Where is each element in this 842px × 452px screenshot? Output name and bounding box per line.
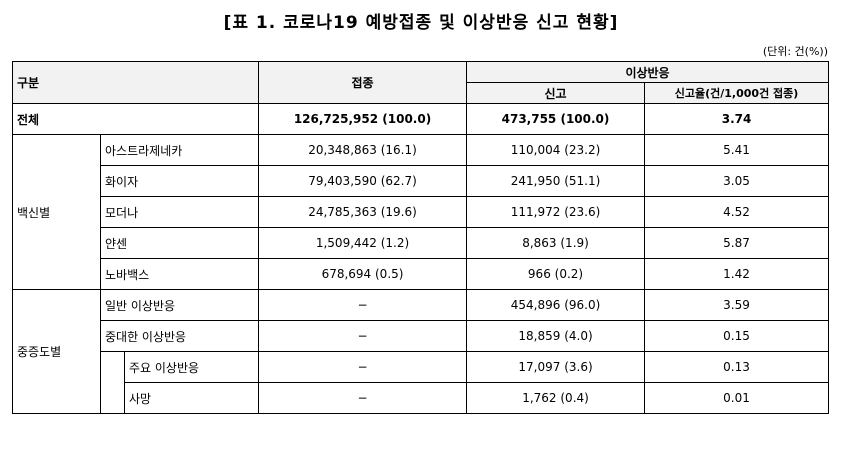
cell-report: 241,950 (51.1) [466,165,646,197]
header-adverse: 이상반응 [466,61,830,83]
table-row: 전체 126,725,952 (100.0) 473,755 (100.0) 3… [11,103,830,135]
table-row: 백신별 아스트라제네카 20,348,863 (16.1) 110,004 (2… [12,134,830,290]
table-row: 중대한 이상반응 − 18,859 (4.0) 0.15 [13,320,830,352]
table-row: 중증도별 일반 이상반응 − 454,896 (96.0) 3.59 [12,289,830,414]
cell-rate: 5.87 [644,227,830,259]
table-row: 사망 − 1,762 (0.4) 0.01 [13,382,830,414]
cell-report: 8,863 (1.9) [466,227,646,259]
cell-report: 454,896 (96.0) [466,289,646,321]
cell-rate: 3.05 [644,165,830,197]
cell-vaccination: 1,509,442 (1.2) [258,227,468,259]
cell-rate: 0.13 [644,351,830,383]
row-label: 화이자 [99,165,260,197]
cell-rate: 1.42 [644,258,830,290]
cell-rate: 4.52 [644,196,830,228]
table-row: 주요 이상반응 − 17,097 (3.6) 0.13 [13,351,830,414]
cell-rate: 0.01 [644,382,830,414]
header-category: 구분 [11,61,260,104]
table-row: 노바백스 678,694 (0.5) 966 (0.2) 1.42 [13,258,830,290]
row-label: 얀센 [99,227,260,259]
cell-vaccination: − [258,351,468,383]
header-report: 신고 [466,82,646,104]
unit-note: (단위: 건(%)) [762,45,828,58]
cell-report: 1,762 (0.4) [466,382,646,414]
row-label: 노바백스 [99,258,260,290]
table-title: [표 1. 코로나19 예방접종 및 이상반응 신고 현황] [223,13,619,33]
cell-rate: 3.59 [644,289,830,321]
cell-report: 110,004 (23.2) [466,134,646,166]
table-row: 얀센 1,509,442 (1.2) 8,863 (1.9) 5.87 [13,227,830,259]
cell-rate: 0.15 [644,320,830,352]
row-label: 사망 [123,382,260,414]
indent-spacer [100,351,125,414]
row-label: 중대한 이상반응 [99,320,260,352]
cell-report: 473,755 (100.0) [466,103,646,135]
cell-vaccination: − [258,289,468,321]
cell-report: 966 (0.2) [466,258,646,290]
group-label: 중증도별 [12,289,101,414]
row-label: 전체 [11,103,260,135]
row-label: 주요 이상반응 [123,351,260,383]
vaccination-adverse-table: 구분 접종 이상반응 신고 신고율(건/1,000건 접종) 전체 126,72… [11,61,830,414]
row-label: 모더나 [99,196,260,228]
group-label: 백신별 [12,134,101,290]
cell-vaccination: 678,694 (0.5) [258,258,468,290]
cell-rate: 3.74 [644,103,830,135]
cell-report: 17,097 (3.6) [466,351,646,383]
cell-report: 111,972 (23.6) [466,196,646,228]
table-row: 화이자 79,403,590 (62.7) 241,950 (51.1) 3.0… [13,165,830,197]
cell-vaccination: − [258,320,468,352]
cell-vaccination: 20,348,863 (16.1) [258,134,468,166]
row-label: 일반 이상반응 [99,289,260,321]
cell-rate: 5.41 [644,134,830,166]
header-vaccination: 접종 [258,61,468,104]
table-row: 모더나 24,785,363 (19.6) 111,972 (23.6) 4.5… [13,196,830,228]
cell-vaccination: 79,403,590 (62.7) [258,165,468,197]
cell-vaccination: 24,785,363 (19.6) [258,196,468,228]
cell-report: 18,859 (4.0) [466,320,646,352]
row-label: 아스트라제네카 [99,134,260,166]
header-report-rate: 신고율(건/1,000건 접종) [644,82,830,104]
cell-vaccination: 126,725,952 (100.0) [258,103,468,135]
cell-vaccination: − [258,382,468,414]
